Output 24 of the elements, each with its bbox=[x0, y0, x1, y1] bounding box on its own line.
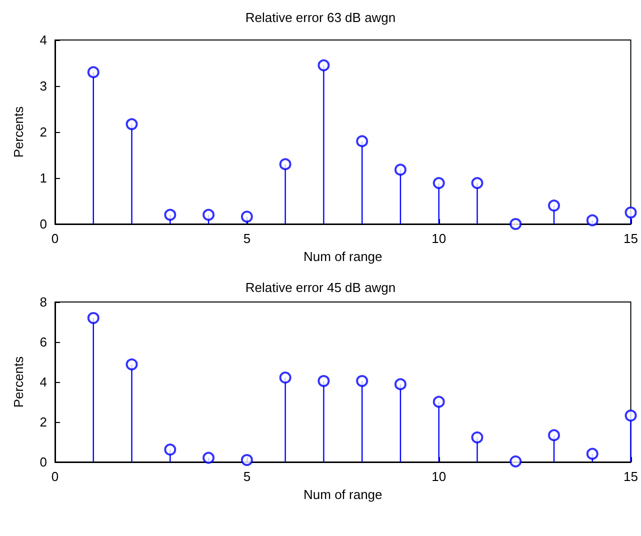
y-tick-label: 2 bbox=[40, 414, 47, 430]
y-axis-title: Percents bbox=[11, 356, 26, 408]
x-axis-title: Num of range bbox=[304, 486, 382, 502]
y-tick-label: 2 bbox=[40, 124, 47, 140]
x-tick-label: 0 bbox=[51, 469, 59, 484]
y-tick-label: 3 bbox=[40, 78, 47, 94]
y-tick-label: 4 bbox=[40, 32, 47, 48]
y-tick-label: 1 bbox=[40, 170, 47, 186]
chart-title: Relative error 63 dB awgn bbox=[245, 10, 396, 25]
chart-title: Relative error 45 dB awgn bbox=[245, 280, 396, 295]
y-tick-label: 0 bbox=[40, 216, 47, 232]
x-axis-title: Num of range bbox=[304, 248, 382, 264]
x-tick-label: 10 bbox=[432, 469, 446, 484]
x-tick-label: 0 bbox=[51, 231, 59, 246]
y-tick-label: 6 bbox=[40, 334, 47, 350]
x-tick-label: 10 bbox=[432, 231, 446, 246]
y-axis-title: Percents bbox=[11, 106, 26, 158]
x-tick-label: 5 bbox=[243, 469, 251, 484]
x-tick-label: 5 bbox=[243, 231, 251, 246]
y-tick-label: 8 bbox=[40, 294, 47, 310]
y-tick-label: 4 bbox=[40, 374, 47, 390]
x-tick-label: 15 bbox=[624, 231, 638, 246]
y-tick-label: 0 bbox=[40, 454, 47, 470]
x-tick-label: 15 bbox=[624, 469, 638, 484]
